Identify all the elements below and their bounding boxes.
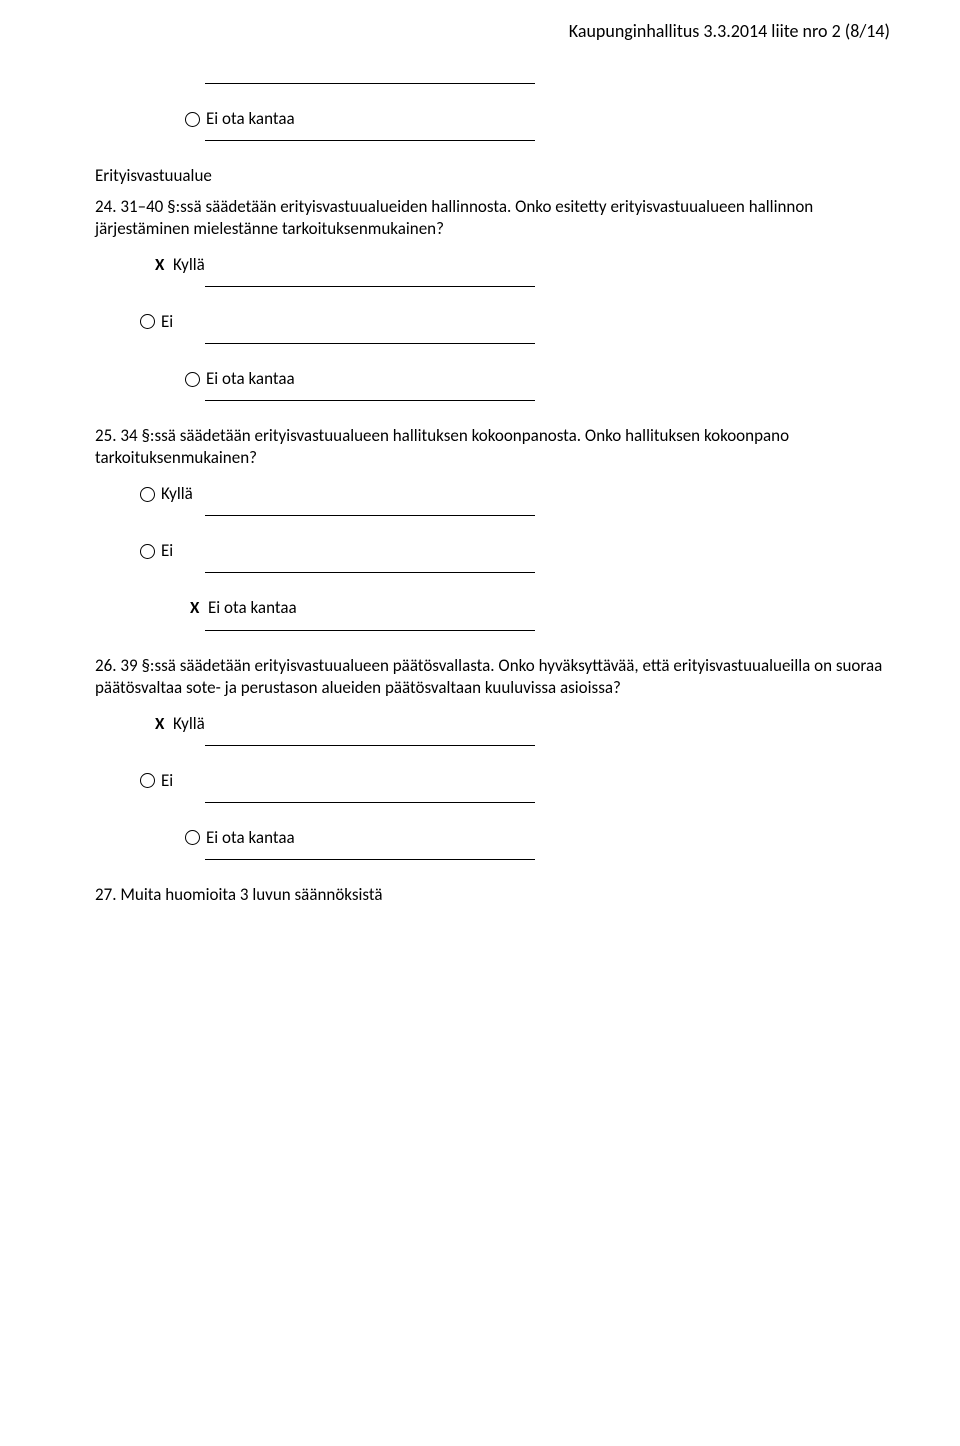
- option-q25-kylla[interactable]: Kyllä: [140, 483, 900, 505]
- option-q24-ei[interactable]: Ei: [140, 311, 900, 333]
- option-label: Ei ota kantaa: [208, 597, 297, 619]
- option-label: Ei ota kantaa: [206, 108, 295, 130]
- option-label: Kyllä: [173, 254, 205, 276]
- radio-icon: [185, 372, 200, 387]
- option-label: Kyllä: [173, 713, 205, 735]
- radio-icon: [185, 112, 200, 127]
- option-label: Ei: [161, 540, 173, 562]
- radio-icon: [140, 314, 155, 329]
- blank-line: [205, 286, 535, 287]
- question-24: 24. 31–40 §:ssä säädetään erityisvastuua…: [95, 196, 900, 240]
- page-header: Kaupunginhallitus 3.3.2014 liite nro 2 (…: [95, 0, 900, 73]
- option-label: Kyllä: [161, 483, 193, 505]
- option-ei-ota-kantaa-top[interactable]: Ei ota kantaa: [185, 108, 900, 130]
- x-mark-icon: X: [190, 597, 204, 619]
- radio-icon: [185, 830, 200, 845]
- option-q26-ei[interactable]: Ei: [140, 770, 900, 792]
- option-label: Ei ota kantaa: [206, 368, 295, 390]
- radio-icon: [140, 773, 155, 788]
- option-q24-eiota[interactable]: Ei ota kantaa: [185, 368, 900, 390]
- option-q25-ei[interactable]: Ei: [140, 540, 900, 562]
- radio-icon: [140, 487, 155, 502]
- blank-line: [205, 802, 535, 803]
- blank-line: [205, 83, 535, 84]
- blank-line: [205, 515, 535, 516]
- question-26: 26. 39 §:ssä säädetään erityisvastuualue…: [95, 655, 900, 699]
- x-mark-icon: X: [155, 713, 169, 735]
- blank-line: [205, 140, 535, 141]
- x-mark-icon: X: [155, 254, 169, 276]
- blank-line: [205, 400, 535, 401]
- option-label: Ei ota kantaa: [206, 827, 295, 849]
- blank-line: [205, 859, 535, 860]
- option-q26-kylla[interactable]: X Kyllä: [155, 713, 900, 735]
- option-label: Ei: [161, 311, 173, 333]
- blank-line: [205, 745, 535, 746]
- blank-line: [205, 630, 535, 631]
- option-q24-kylla[interactable]: X Kyllä: [155, 254, 900, 276]
- option-label: Ei: [161, 770, 173, 792]
- blank-line: [205, 343, 535, 344]
- radio-icon: [140, 544, 155, 559]
- section-heading-erityisvastuualue: Erityisvastuualue: [95, 165, 900, 187]
- question-27: 27. Muita huomioita 3 luvun säännöksistä: [95, 884, 900, 906]
- blank-line: [205, 572, 535, 573]
- option-q25-eiota[interactable]: X Ei ota kantaa: [190, 597, 900, 619]
- question-25: 25. 34 §:ssä säädetään erityisvastuualue…: [95, 425, 900, 469]
- option-q26-eiota[interactable]: Ei ota kantaa: [185, 827, 900, 849]
